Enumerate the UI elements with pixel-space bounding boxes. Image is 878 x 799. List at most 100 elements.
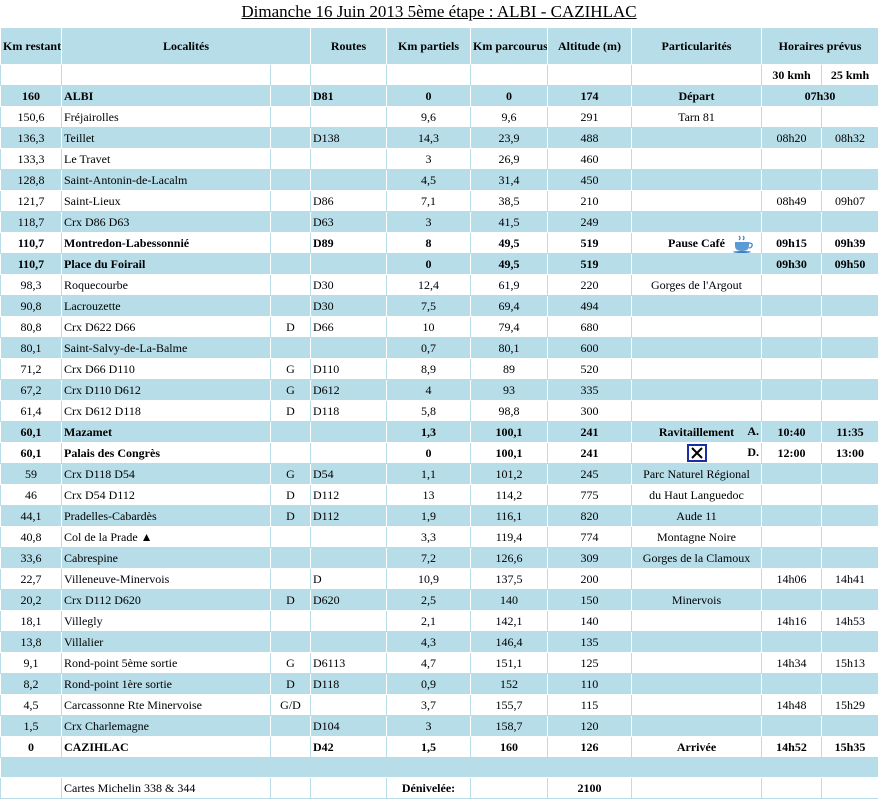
horaire-25-cell: 15h35: [822, 737, 878, 758]
km-partiels-cell: 4,5: [387, 170, 471, 191]
particularite-cell: du Haut Languedoc: [632, 485, 762, 506]
horaire-25-cell: [822, 674, 878, 695]
km-restants-cell: 98,3: [1, 275, 62, 296]
km-partiels-cell: 1,1: [387, 464, 471, 485]
altitude-cell: 174: [548, 86, 632, 107]
localite-cell: Cabrespine: [62, 548, 271, 569]
km-partiels-cell: 7,2: [387, 548, 471, 569]
altitude-cell: 600: [548, 338, 632, 359]
direction-cell: [271, 275, 311, 296]
header-routes: Routes: [311, 28, 387, 65]
direction-cell: G/D: [271, 695, 311, 716]
localite-cell: Montredon-Labessonnié: [62, 233, 271, 254]
horaire-30-cell: 09h15: [762, 233, 822, 254]
km-parcourus-cell: 31,4: [471, 170, 548, 191]
particularite-cell: Parc Naturel Régional: [632, 464, 762, 485]
direction-cell: D: [271, 590, 311, 611]
particularite-cell: Aude 11: [632, 506, 762, 527]
horaire-30-cell: [762, 170, 822, 191]
horaire-30-cell: [762, 527, 822, 548]
km-partiels-cell: 0,7: [387, 338, 471, 359]
km-partiels-cell: 8,9: [387, 359, 471, 380]
horaire-30-cell: [762, 149, 822, 170]
route-cell: [311, 107, 387, 128]
altitude-cell: 291: [548, 107, 632, 128]
direction-cell: [271, 170, 311, 191]
route-cell: D81: [311, 86, 387, 107]
km-partiels-cell: 1,5: [387, 737, 471, 758]
altitude-cell: 150: [548, 590, 632, 611]
localite-cell: Villegly: [62, 611, 271, 632]
km-parcourus-cell: 38,5: [471, 191, 548, 212]
km-parcourus-cell: 126,6: [471, 548, 548, 569]
km-parcourus-cell: 101,2: [471, 464, 548, 485]
altitude-cell: 220: [548, 275, 632, 296]
header-particularites: Particularités: [632, 28, 762, 65]
horaire-25-cell: [822, 359, 878, 380]
route-cell: D6113: [311, 653, 387, 674]
particularite-cell: [632, 401, 762, 422]
particularite-cell: [632, 212, 762, 233]
particularite-cell: [632, 149, 762, 170]
horaire-30-cell: [762, 401, 822, 422]
direction-cell: G: [271, 653, 311, 674]
km-parcourus-cell: 98,8: [471, 401, 548, 422]
localite-cell: Villalier: [62, 632, 271, 653]
direction-cell: [271, 548, 311, 569]
horaire-30-cell: [762, 296, 822, 317]
altitude-cell: 200: [548, 569, 632, 590]
route-cell: D110: [311, 359, 387, 380]
direction-cell: [271, 149, 311, 170]
horaire-25-cell: 14h41: [822, 569, 878, 590]
particularite-cell: [632, 632, 762, 653]
km-restants-cell: 20,2: [1, 590, 62, 611]
km-restants-cell: 67,2: [1, 380, 62, 401]
horaire-30-cell: [762, 632, 822, 653]
particularite-cell: [632, 569, 762, 590]
altitude-cell: 115: [548, 695, 632, 716]
horaire-25-cell: [822, 632, 878, 653]
route-cell: D86: [311, 191, 387, 212]
footer-maps: Cartes Michelin 338 & 344: [62, 778, 271, 799]
localite-cell: Villeneuve-Minervois: [62, 569, 271, 590]
direction-cell: [271, 191, 311, 212]
km-restants-cell: 1,5: [1, 716, 62, 737]
altitude-cell: 241: [548, 443, 632, 464]
direction-cell: [271, 296, 311, 317]
localite-cell: ALBI: [62, 86, 271, 107]
horaire-25-cell: [822, 380, 878, 401]
route-cell: D42: [311, 737, 387, 758]
altitude-cell: 450: [548, 170, 632, 191]
km-partiels-cell: 8: [387, 233, 471, 254]
cutlery-icon: [687, 444, 707, 464]
km-parcourus-cell: 119,4: [471, 527, 548, 548]
km-restants-cell: 150,6: [1, 107, 62, 128]
localite-cell: Lacrouzette: [62, 296, 271, 317]
localite-cell: Place du Foirail: [62, 254, 271, 275]
horaire-30-cell: [762, 212, 822, 233]
km-parcourus-cell: 160: [471, 737, 548, 758]
km-parcourus-cell: 142,1: [471, 611, 548, 632]
direction-cell: D: [271, 401, 311, 422]
route-cell: [311, 611, 387, 632]
km-parcourus-cell: 100,1: [471, 422, 548, 443]
particularite-cell: [632, 674, 762, 695]
altitude-cell: 126: [548, 737, 632, 758]
km-parcourus-cell: 9,6: [471, 107, 548, 128]
route-cell: [311, 170, 387, 191]
horaire-25-cell: [822, 527, 878, 548]
horaire-30-cell: [762, 317, 822, 338]
km-partiels-cell: 4,3: [387, 632, 471, 653]
direction-cell: [271, 254, 311, 275]
footer-denivelee-value: 2100: [548, 778, 632, 799]
km-restants-cell: 160: [1, 86, 62, 107]
direction-cell: D: [271, 317, 311, 338]
coffee-icon: [731, 235, 755, 254]
route-cell: [311, 695, 387, 716]
route-cell: [311, 149, 387, 170]
